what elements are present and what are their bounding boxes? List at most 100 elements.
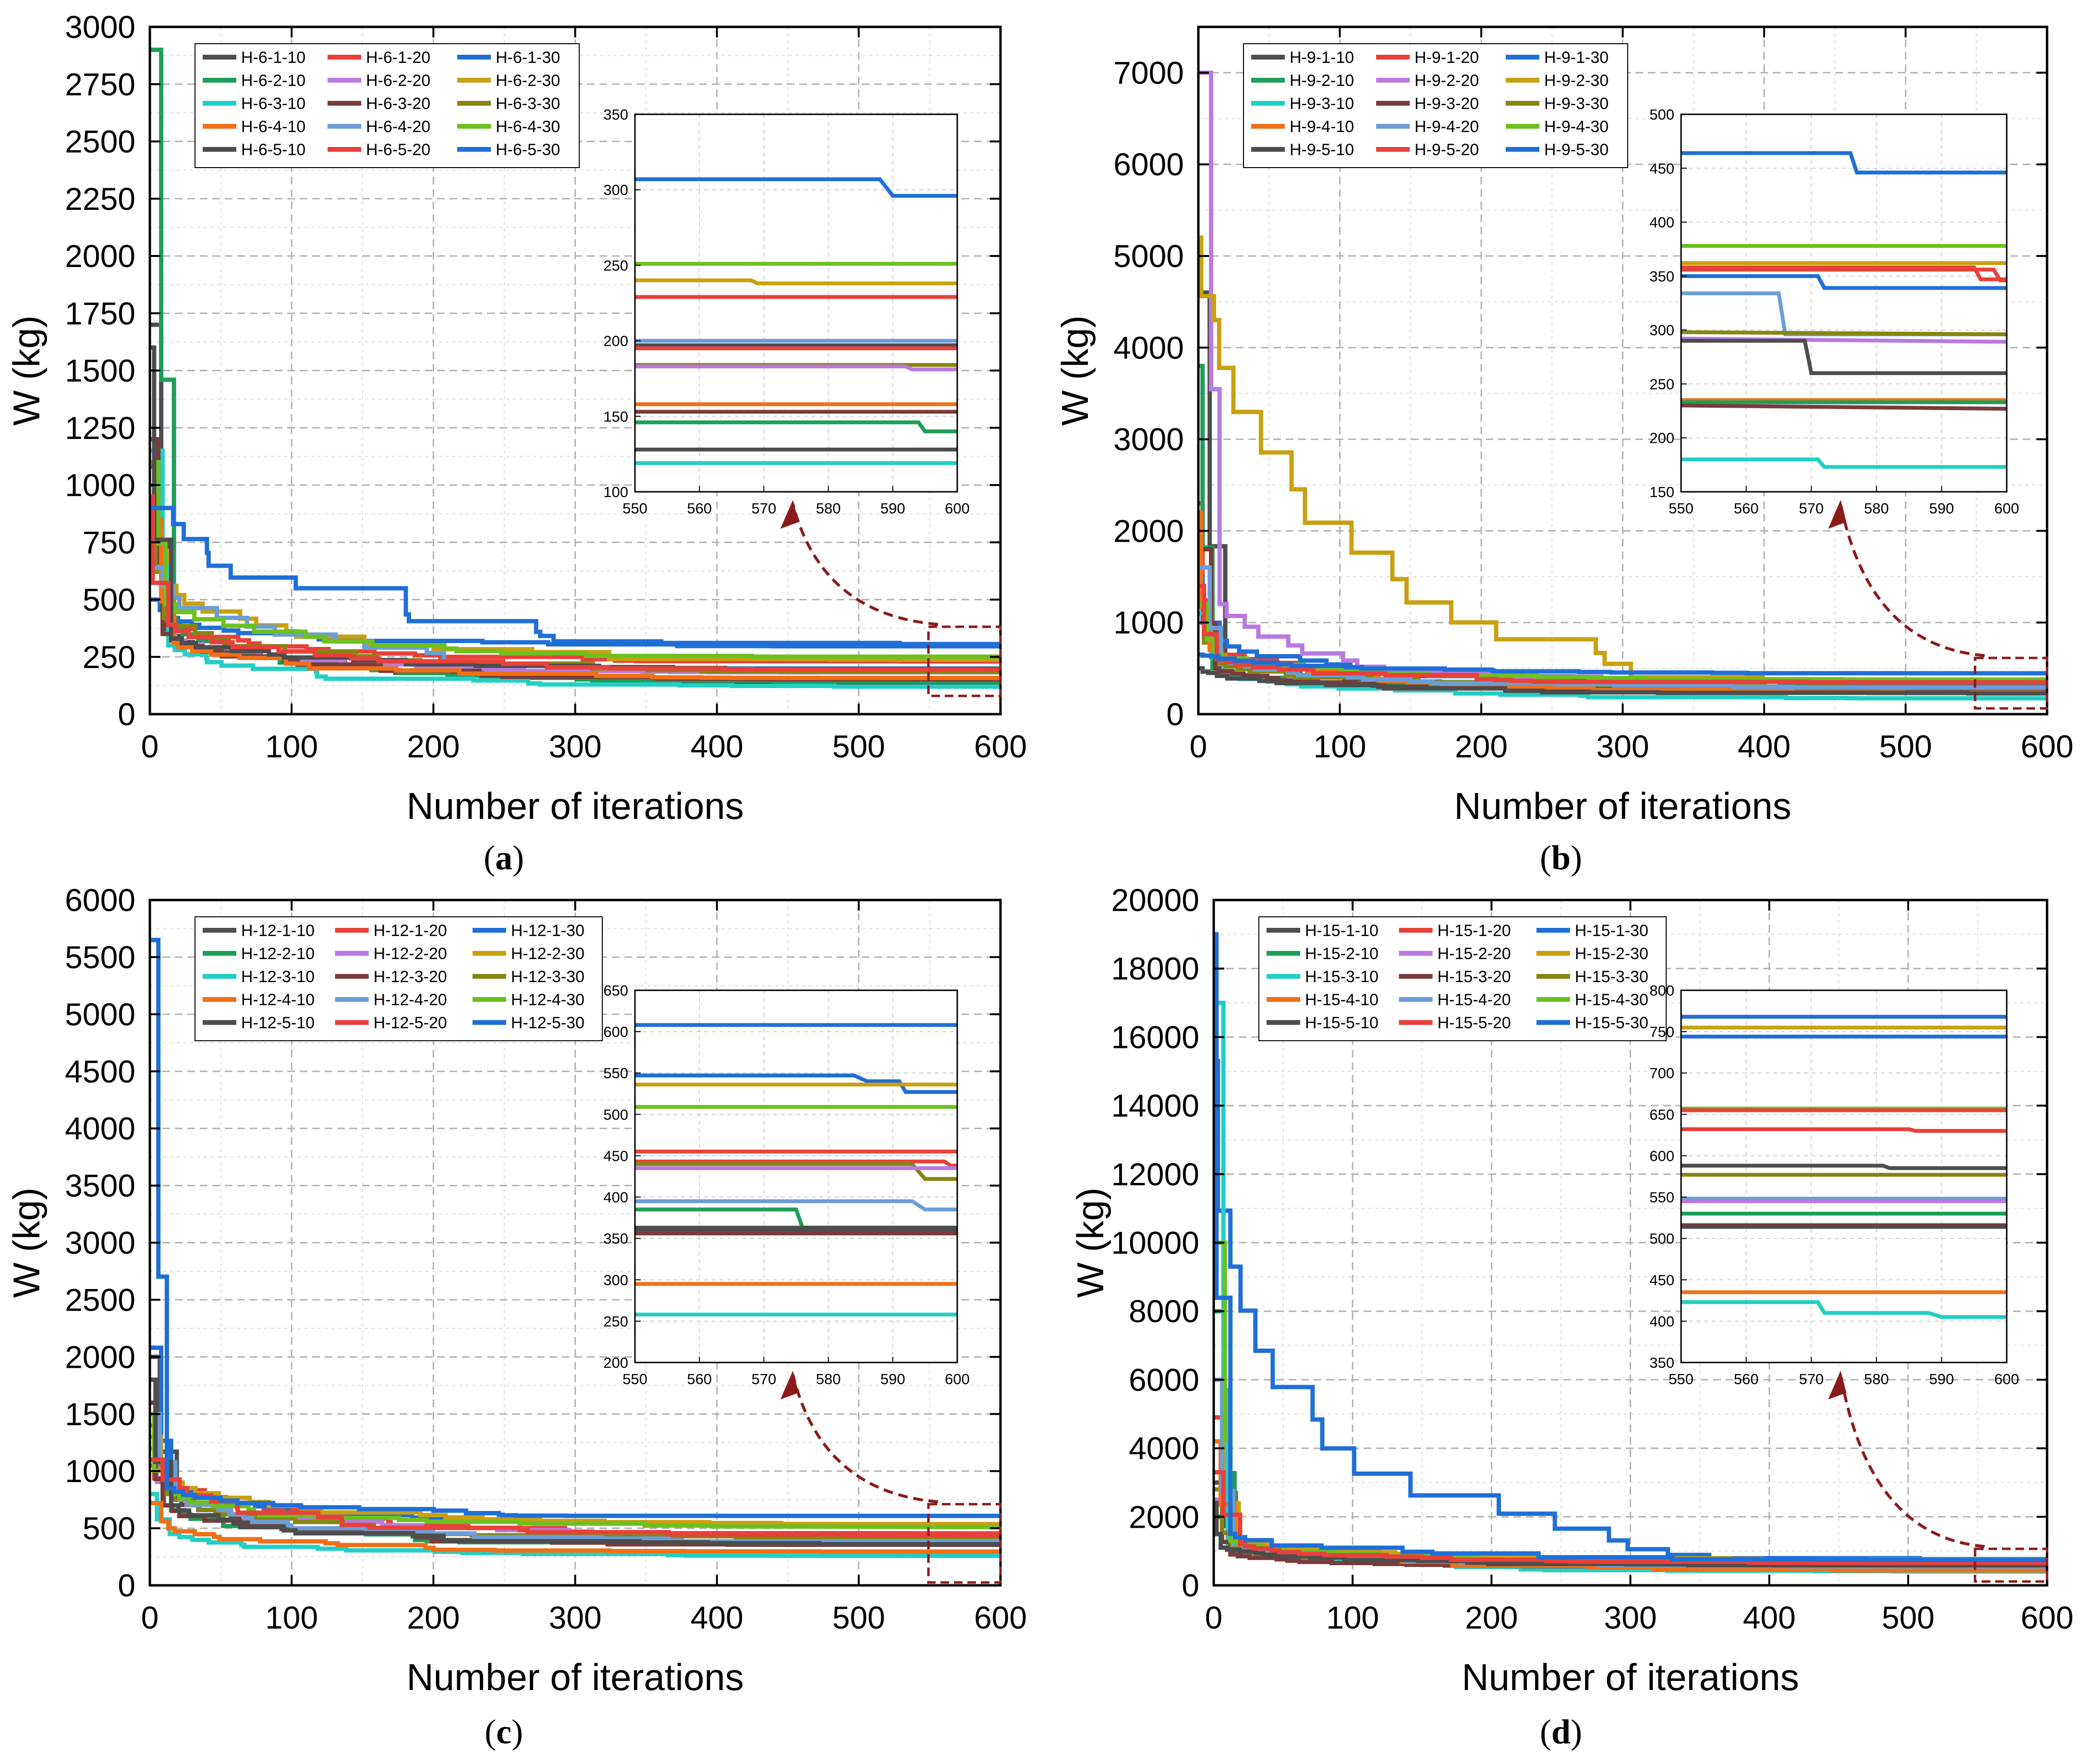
series-line-H-9-4-30 [1198, 602, 2047, 682]
y-axis-title: W (kg) [5, 1188, 48, 1298]
inset-x-tick-label: 590 [1929, 500, 1954, 517]
x-tick-label: 400 [691, 1600, 744, 1635]
y-tick-label: 6000 [1113, 146, 1184, 182]
legend-entry: H-12-4-20 [374, 991, 447, 1009]
legend-entry: H-6-4-10 [241, 118, 305, 136]
y-tick-label: 0 [1182, 1568, 1199, 1603]
legend-entry: H-15-3-20 [1438, 968, 1511, 986]
inset-y-tick-label: 350 [603, 1230, 628, 1247]
inset-line-H-9-5-30 [1681, 151, 2007, 175]
series-line-H-12-1-30 [150, 1345, 1000, 1528]
y-tick-label: 18000 [1111, 951, 1199, 986]
series-group [150, 937, 1000, 1558]
legend-entry: H-15-3-30 [1575, 968, 1648, 986]
inset-x-tick-label: 590 [880, 500, 905, 517]
inset-y-tick-label: 200 [603, 1354, 628, 1371]
legend-box [1243, 43, 1628, 168]
inset-x-tick-label: 580 [816, 1371, 841, 1387]
series-line-H-9-2-30 [1198, 235, 2047, 683]
legend-entry: H-12-2-30 [511, 945, 585, 963]
y-tick-label: 14000 [1111, 1088, 1199, 1123]
x-tick-label: 500 [832, 729, 885, 764]
legend: H-15-1-10 H-15-1-20 H-15-1-30 H-15-2-10 H-15… [1258, 916, 1667, 1041]
zoom-arrow [1839, 503, 1985, 657]
caption-open: ( [484, 839, 495, 877]
x-tick-label: 600 [974, 729, 1027, 764]
panel-caption: (a) [484, 839, 524, 877]
inset-x-tick-label: 560 [687, 1371, 712, 1387]
y-tick-label: 5000 [65, 997, 135, 1032]
inset-x-tick-label: 570 [1799, 500, 1824, 517]
legend-entry: H-15-5-10 [1305, 1014, 1378, 1032]
y-tick-label: 2500 [65, 1282, 135, 1317]
zoom-arrowhead [780, 1371, 799, 1399]
legend-entry: H-6-4-20 [366, 118, 430, 136]
zoom-arrow [791, 1374, 939, 1503]
ticks: 0 100 200 300 400 500 600020004000600080001000… [1111, 882, 2073, 1635]
series-line-H-15-5-20 [1214, 1470, 2047, 1565]
caption-close: ) [512, 839, 524, 877]
inset-y-tick-label: 200 [1649, 430, 1674, 447]
legend-entry: H-15-1-30 [1575, 922, 1648, 940]
x-tick-label: 0 [1190, 729, 1207, 764]
legend-entry: H-9-1-30 [1544, 49, 1609, 67]
legend-entry: H-12-5-20 [374, 1014, 447, 1032]
inset-frame [634, 113, 958, 493]
legend-entry: H-9-2-10 [1290, 72, 1354, 90]
y-tick-label: 500 [83, 1510, 135, 1546]
series-group [1214, 932, 2047, 1574]
panel-caption: (d) [1540, 1713, 1582, 1751]
inset-line-H-9-1-30 [1681, 274, 2007, 290]
y-tick-label: 500 [83, 582, 135, 618]
inset-line-H-9-1-20 [1681, 265, 2007, 281]
y-tick-label: 2000 [65, 238, 135, 274]
legend-entry: H-9-2-20 [1414, 72, 1479, 90]
caption-letter: d [1551, 1713, 1571, 1751]
legend-entry: H-9-3-10 [1290, 95, 1354, 113]
panel-caption: (c) [485, 1713, 523, 1751]
caption-open: ( [485, 1713, 496, 1751]
y-tick-label: 10000 [1111, 1225, 1199, 1261]
inset-y-tick-label: 400 [603, 1189, 628, 1206]
inset-y-tick-label: 500 [603, 1106, 628, 1123]
caption-letter: a [495, 839, 512, 877]
x-tick-label: 300 [549, 729, 601, 764]
legend-entry: H-6-4-30 [496, 118, 560, 136]
inset-y-tick-label: 350 [1649, 1354, 1674, 1371]
inset-line-H-9-3-30 [1681, 330, 2007, 337]
y-tick-label: 2750 [65, 66, 135, 102]
y-tick-label: 0 [1166, 696, 1184, 732]
zoom-arrow [791, 503, 939, 626]
legend-entry: H-9-5-10 [1290, 141, 1354, 159]
inset-background [635, 114, 957, 492]
legend-entry: H-6-2-10 [241, 72, 305, 90]
x-tick-label: 600 [974, 1600, 1027, 1635]
y-tick-label: 5000 [1113, 238, 1184, 274]
x-tick-label: 0 [141, 1600, 159, 1635]
legend-entry: H-6-1-20 [366, 49, 430, 67]
y-tick-label: 250 [83, 639, 135, 675]
legend: H-6-1-10 H-6-1-20 H-6-1-30 H-6-2-10 H-6-2-20… [195, 43, 580, 168]
inset-y-tick-label: 600 [1649, 1147, 1674, 1164]
x-axis-title: Number of iterations [1454, 785, 1791, 827]
inset-x-tick-label: 580 [1864, 500, 1889, 517]
x-tick-label: 500 [1882, 1600, 1935, 1635]
inset-x-tick-label: 580 [1864, 1371, 1889, 1387]
y-tick-label: 1000 [65, 467, 135, 503]
legend-entry: H-12-4-30 [511, 991, 585, 1009]
y-tick-label: 3000 [65, 9, 135, 45]
series-group [1198, 70, 2047, 701]
series-line-H-12-5-20 [150, 1457, 1000, 1537]
y-axis-title: W (kg) [1069, 1188, 1111, 1298]
x-tick-label: 200 [1455, 729, 1508, 764]
inset-x-tick-label: 580 [816, 500, 841, 517]
y-tick-label: 0 [118, 696, 135, 732]
inset-y-tick-label: 500 [1649, 1230, 1674, 1247]
inset-y-tick-label: 550 [1649, 1189, 1674, 1206]
y-tick-label: 4500 [65, 1054, 135, 1089]
inset-line-H-12-4-20 [635, 1199, 957, 1212]
inset-y-tick-label: 650 [603, 982, 628, 999]
inset-x-tick-label: 560 [1734, 500, 1759, 517]
inset-x-tick-label: 570 [752, 1371, 777, 1387]
legend-entry: H-12-3-20 [374, 968, 447, 986]
